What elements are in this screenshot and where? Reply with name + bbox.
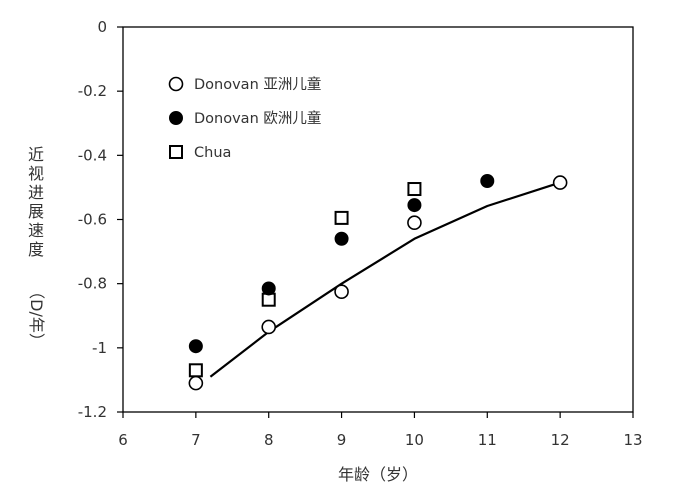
x-tick-label: 6 — [118, 431, 128, 449]
data-point — [334, 210, 349, 225]
legend-marker — [168, 76, 184, 92]
trendline — [209, 181, 561, 378]
y-tick-label: -1 — [92, 339, 107, 357]
data-point — [407, 215, 422, 231]
data-point — [261, 292, 276, 307]
y-axis-title-unit: （D/年） — [27, 283, 46, 349]
data-point — [188, 363, 203, 378]
data-point — [261, 281, 276, 296]
data-point — [407, 198, 422, 213]
data-point — [407, 182, 422, 197]
data-point — [188, 375, 204, 391]
x-axis-tick-labels: 6 7 8 9 10 11 12 13 — [118, 431, 642, 449]
y-axis-title-char: 近 — [28, 145, 44, 164]
y-tick-label: -0.2 — [78, 82, 107, 100]
data-point — [334, 284, 349, 299]
legend-marker — [169, 145, 183, 159]
x-tick-label: 10 — [405, 431, 424, 449]
y-axis-title-char: 度 — [28, 240, 44, 259]
y-axis-ticks — [117, 26, 123, 413]
y-tick-label: 0 — [97, 18, 107, 36]
y-axis-title-char: 进 — [28, 183, 44, 202]
y-axis-title-char: 视 — [28, 164, 44, 183]
data-point — [261, 319, 277, 335]
y-axis-title-char: 速 — [28, 221, 44, 240]
legend-label: Chua — [194, 145, 231, 161]
data-markers — [188, 174, 568, 391]
legend: Donovan 亚洲儿童 Donovan 欧洲儿童 Chua — [168, 75, 321, 161]
x-tick-label: 13 — [623, 431, 642, 449]
legend-label: Donovan 欧洲儿童 — [194, 109, 321, 127]
data-point — [188, 339, 203, 354]
y-tick-label: -0.6 — [78, 211, 107, 229]
legend-marker — [169, 111, 183, 125]
legend-label: Donovan 亚洲儿童 — [194, 75, 321, 93]
y-axis-tick-labels: 0 -0.2 -0.4 -0.6 -0.8 -1 -1.2 — [78, 18, 107, 421]
x-tick-label: 9 — [337, 431, 347, 449]
x-tick-label: 12 — [551, 431, 570, 449]
x-axis-ticks — [122, 412, 634, 418]
y-tick-label: -1.2 — [78, 403, 107, 421]
x-tick-label: 7 — [191, 431, 201, 449]
x-axis-title: 年龄（岁） — [338, 465, 418, 484]
data-point — [480, 174, 495, 188]
data-point — [334, 231, 349, 246]
y-tick-label: -0.4 — [78, 146, 107, 164]
x-tick-label: 8 — [264, 431, 274, 449]
x-tick-label: 11 — [478, 431, 497, 449]
data-point — [552, 175, 568, 190]
y-tick-label: -0.8 — [78, 275, 107, 293]
y-axis-title-char: 展 — [28, 202, 44, 221]
